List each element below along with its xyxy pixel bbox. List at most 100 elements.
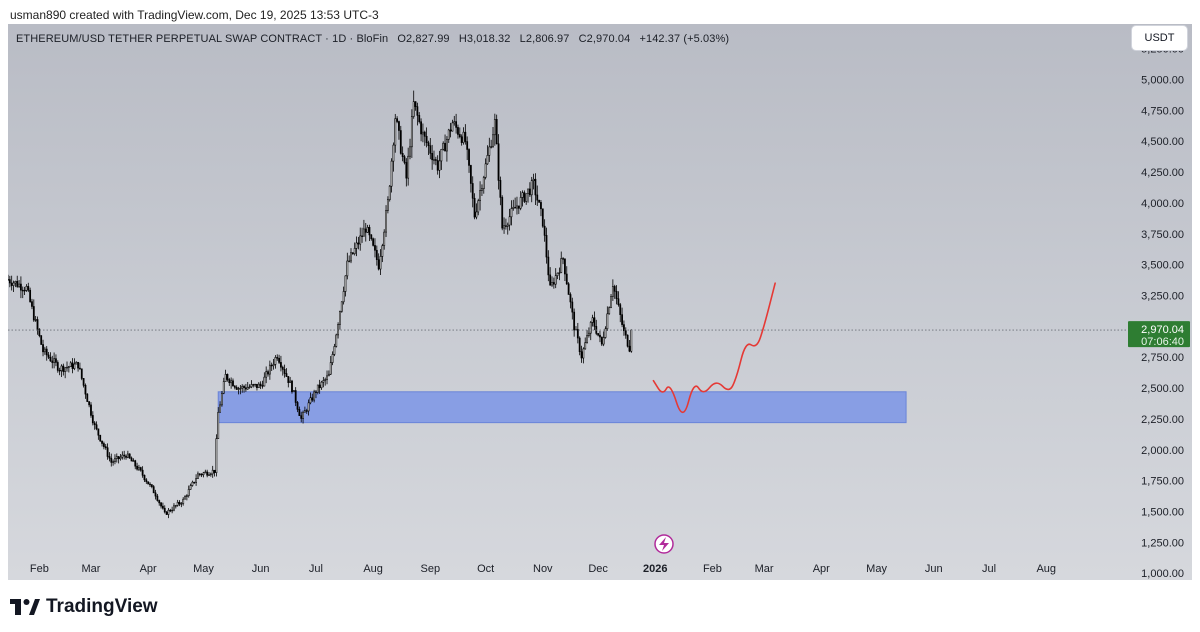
candle: [414, 101, 417, 107]
candle: [385, 210, 387, 233]
candle: [346, 260, 349, 277]
candle: [560, 258, 563, 273]
candle: [80, 368, 83, 379]
candle: [339, 311, 341, 325]
candle: [364, 228, 367, 233]
candle: [45, 348, 48, 356]
candle: [154, 492, 157, 497]
candle: [66, 366, 68, 369]
candle: [492, 134, 494, 147]
candle: [106, 447, 109, 457]
candle: [571, 301, 574, 313]
x-axis-label: Sep: [421, 563, 441, 575]
projection-drawing[interactable]: [652, 282, 776, 414]
demand-zone[interactable]: [217, 391, 907, 424]
currency-button[interactable]: USDT: [1132, 26, 1187, 50]
candle: [145, 479, 148, 482]
candle: [108, 456, 111, 459]
candle: [552, 282, 555, 285]
candle: [184, 496, 186, 500]
chart-area[interactable]: 5,250.005,000.004,750.004,500.004,250.00…: [8, 24, 1192, 580]
candle: [84, 384, 87, 395]
candle: [16, 281, 19, 287]
candle: [156, 495, 159, 501]
y-axis-label: 4,500.00: [1141, 136, 1184, 148]
flash-icon[interactable]: [654, 534, 674, 554]
x-axis-label: Apr: [140, 563, 157, 575]
candle: [134, 460, 137, 467]
candle: [313, 391, 316, 401]
candle: [468, 149, 470, 166]
tv-logo-icon: [10, 599, 40, 615]
price-chart[interactable]: 5,250.005,000.004,750.004,500.004,250.00…: [8, 24, 1192, 580]
candle: [90, 404, 92, 416]
candle: [453, 121, 456, 124]
candle: [60, 365, 63, 371]
candle: [248, 386, 251, 388]
candle: [298, 409, 301, 416]
candle: [221, 392, 223, 406]
candle: [274, 357, 277, 365]
candle: [173, 505, 175, 511]
candle: [302, 411, 304, 419]
candle: [551, 282, 553, 286]
candle: [224, 373, 227, 382]
candle: [447, 129, 450, 140]
candle: [342, 291, 345, 303]
candle: [442, 142, 445, 150]
candle: [589, 322, 592, 334]
candle: [326, 375, 328, 380]
candle: [473, 197, 476, 218]
candle: [471, 183, 474, 199]
candle: [102, 443, 105, 447]
candle: [481, 188, 483, 191]
candle: [254, 383, 257, 386]
y-axis-label: 2,500.00: [1141, 383, 1184, 395]
candle: [353, 248, 356, 255]
candle: [117, 456, 120, 460]
candle: [357, 242, 360, 245]
candle: [62, 365, 65, 372]
candle: [549, 274, 552, 286]
candle: [462, 131, 465, 143]
candle: [505, 225, 507, 227]
candle: [475, 211, 478, 218]
x-axis-label: Oct: [477, 563, 494, 575]
candle: [597, 333, 600, 336]
candle: [501, 197, 504, 229]
candle: [615, 290, 618, 300]
candle: [95, 424, 98, 430]
candle: [368, 227, 371, 236]
candle: [374, 245, 376, 251]
candle: [525, 193, 528, 202]
y-axis-label: 1,750.00: [1141, 476, 1184, 488]
candle: [613, 286, 616, 292]
candle: [327, 373, 330, 377]
candle: [488, 146, 491, 156]
candle: [377, 259, 380, 270]
candle: [392, 144, 395, 162]
candle: [624, 330, 627, 336]
candle: [123, 454, 126, 457]
y-axis-label: 1,250.00: [1141, 537, 1184, 549]
candle: [130, 457, 133, 462]
candle: [623, 324, 625, 332]
candle: [139, 467, 142, 471]
candle: [143, 474, 146, 481]
candle: [265, 371, 268, 378]
candle: [276, 357, 279, 359]
candle: [219, 404, 221, 413]
candle: [538, 199, 541, 203]
candle: [73, 363, 76, 369]
candle: [67, 366, 70, 368]
symbol-name: ETHEREUM/USD TETHER PERPETUAL SWAP CONTR…: [16, 33, 389, 45]
candle: [191, 481, 194, 486]
candle: [51, 360, 54, 363]
candle: [438, 160, 441, 171]
candle: [222, 381, 225, 394]
candle: [187, 489, 190, 497]
candle: [206, 471, 209, 476]
candle: [69, 362, 72, 368]
candle: [307, 402, 310, 412]
candle: [543, 225, 546, 236]
